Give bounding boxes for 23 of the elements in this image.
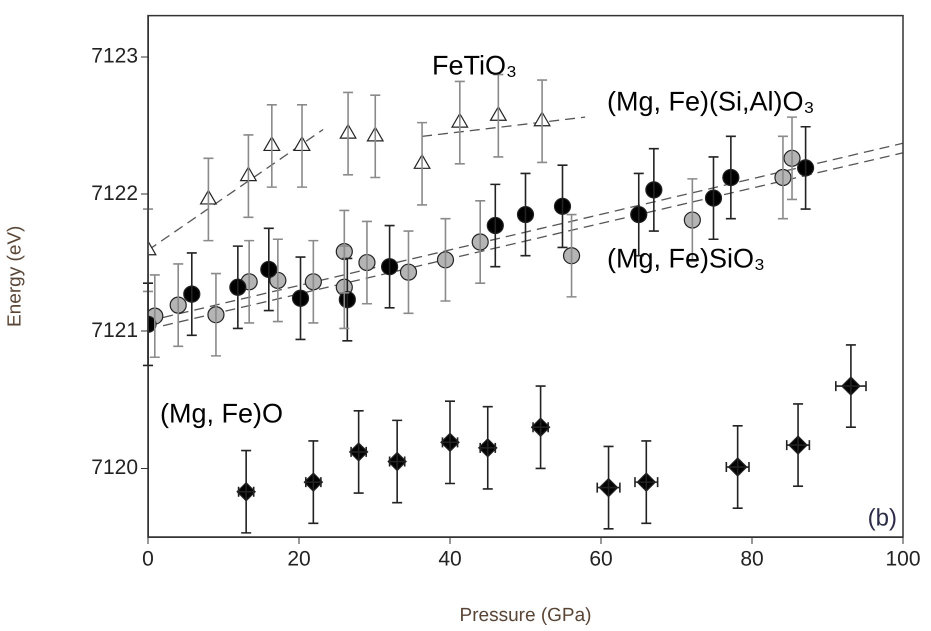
point <box>236 482 256 502</box>
point <box>388 452 407 472</box>
annotation: (Mg, Fe)(Si,Al)O₃ <box>607 86 814 116</box>
point <box>304 472 323 492</box>
point <box>531 418 550 437</box>
point <box>478 438 498 458</box>
y-tick-label: 7121 <box>91 318 138 342</box>
y-axis-title: Energy (eV) <box>4 226 26 327</box>
x-tick-label: 40 <box>438 547 462 570</box>
annotation: (b) <box>868 504 897 532</box>
x-tick-label: 60 <box>589 547 613 570</box>
point <box>349 442 368 462</box>
annotation: (Mg, Fe)O <box>160 398 284 428</box>
y-tick-label: 7122 <box>91 182 138 205</box>
x-axis-title: Pressure (GPa) <box>460 604 592 626</box>
x-tick-label: 100 <box>885 547 921 570</box>
y-tick-label: 7123 <box>91 44 138 68</box>
annotation: (Mg, Fe)SiO₃ <box>607 243 766 274</box>
x-tick-label: 0 <box>142 547 154 570</box>
x-tick-label: 80 <box>740 547 764 570</box>
y-tick-label: 7120 <box>91 456 138 480</box>
x-tick-label: 20 <box>287 547 311 570</box>
annotation: FeTiO₃ <box>432 50 517 80</box>
